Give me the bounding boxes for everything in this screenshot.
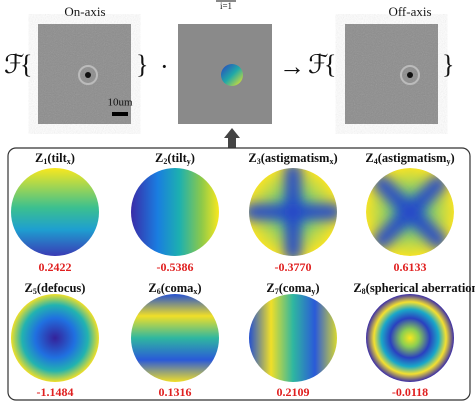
title-part: )	[333, 151, 337, 165]
sum-index: i=1	[220, 1, 232, 11]
up-arrow	[224, 128, 240, 148]
zernike-title: Z2(tilty)	[155, 151, 195, 166]
title-part: )	[191, 151, 195, 165]
dot: ·	[160, 52, 169, 81]
title-part: )	[450, 151, 454, 165]
scale-bar	[112, 112, 128, 116]
title-part: (astigmatism	[261, 151, 330, 165]
title-part: Z	[148, 281, 156, 295]
image-noise	[345, 24, 438, 124]
zernike-title: Z3(astigmatismx)	[248, 151, 337, 166]
brace-close: }	[136, 50, 148, 79]
coefficient: -0.3770	[275, 260, 312, 274]
title-part: Z	[25, 281, 33, 295]
coefficient: -1.1484	[37, 385, 74, 399]
spot	[407, 72, 413, 78]
title-part: (coma	[161, 281, 194, 295]
title-part: (tilt	[167, 151, 187, 165]
title-part: (defocus)	[37, 281, 86, 295]
title-part: Z	[35, 151, 43, 165]
zernike-title: Z7(comay)	[266, 281, 319, 296]
coefficient: -0.0118	[392, 385, 428, 399]
figure: On-axis Off-axis i=1 ℱ { 10um } · → ℱ { …	[0, 0, 475, 402]
title-part: (spherical aberration)	[366, 281, 475, 295]
zernike-title: Z6(comax)	[148, 281, 201, 296]
image-noise	[38, 24, 131, 124]
coefficient: -0.5386	[157, 260, 194, 274]
off-axis-label: Off-axis	[388, 4, 431, 19]
title-part: )	[71, 151, 75, 165]
zernike-map	[11, 168, 99, 256]
zernike-map	[245, 164, 341, 260]
coefficient: 0.2109	[277, 385, 310, 399]
title-part: (tilt	[47, 151, 67, 165]
zernike-title: Z4(astigmatismy)	[365, 151, 454, 166]
zernike-title: Z5(defocus)	[25, 281, 86, 296]
title-part: Z	[353, 281, 361, 295]
coefficient: 0.2422	[39, 260, 72, 274]
title-part: (coma	[279, 281, 312, 295]
zernike-title: Z1(tiltx)	[35, 151, 75, 166]
zernike-map	[131, 294, 219, 382]
title-part: )	[197, 281, 201, 295]
brace-close-2: }	[442, 50, 454, 79]
coefficient: 0.1316	[159, 385, 192, 399]
title-part: Z	[365, 151, 373, 165]
on-axis-label: On-axis	[64, 4, 105, 19]
zernike-map	[366, 294, 454, 382]
spot	[85, 72, 91, 78]
coefficient: 0.6133	[394, 260, 427, 274]
brace-open-2: {	[324, 50, 336, 79]
title-part: )	[315, 281, 319, 295]
scale-label: 10um	[107, 97, 133, 109]
phase-disc	[221, 64, 243, 86]
title-part: (astigmatism	[378, 151, 447, 165]
title-part: Z	[266, 281, 274, 295]
zernike-map	[131, 168, 219, 256]
title-part: Z	[155, 151, 163, 165]
arrow: →	[279, 52, 305, 81]
brace-open: {	[20, 50, 32, 79]
zernike-map	[249, 294, 337, 382]
zernike-title: Z8(spherical aberration)	[353, 281, 475, 296]
zernike-map	[11, 294, 99, 382]
title-part: Z	[248, 151, 256, 165]
